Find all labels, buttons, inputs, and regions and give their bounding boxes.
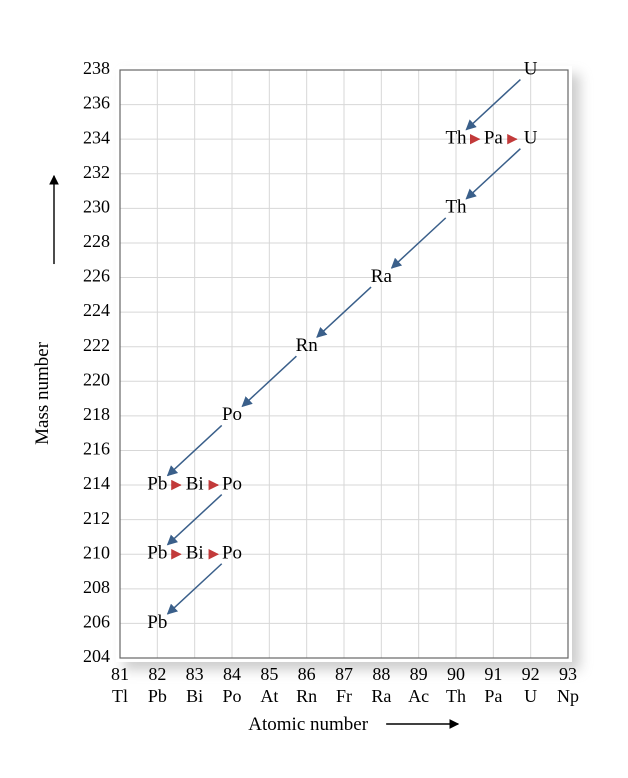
x-tick-num: 90 [447,664,465,684]
x-tick-num: 89 [410,664,428,684]
decay-series-chart: 204 206 208 210 212 214 216 218 220 222 224 226 228 2… [0,0,628,778]
x-tick-num: 92 [522,664,540,684]
y-tick-label: 220 [83,369,110,389]
y-tick-label: 214 [83,473,110,493]
x-tick-elem: Fr [336,686,352,706]
x-tick-elem: Bi [186,686,203,706]
x-tick-elem: Po [222,686,241,706]
y-tick-label: 210 [83,542,110,562]
nuclide-Ra226: Ra [371,266,393,287]
y-tick-label: 226 [83,266,110,286]
nuclide-Po210: Po [222,543,242,564]
x-tick-num: 85 [260,664,278,684]
x-tick-num: 83 [186,664,204,684]
nuclide-Pb210: Pb [147,543,167,564]
x-tick-num: 86 [298,664,316,684]
y-axis-label: Mass number [32,341,53,445]
x-tick-elem: Pb [148,686,167,706]
x-tick-num: 93 [559,664,577,684]
y-tick-label: 212 [83,508,110,528]
y-tick-label: 230 [83,196,110,216]
x-tick-elem: Pa [484,686,502,706]
x-tick-elem: Th [446,686,466,706]
nuclide-Pb214: Pb [147,473,167,494]
x-tick-elem: U [524,686,537,706]
nuclide-Rn222: Rn [296,335,319,356]
y-tick-label: 204 [83,646,110,666]
nuclide-Bi210: Bi [186,543,204,564]
y-tick-label: 224 [83,300,110,320]
y-tick-label: 236 [83,93,110,113]
nuclide-Po218: Po [222,404,242,425]
nuclide-Pb206: Pb [147,612,167,633]
nuclide-Po214: Po [222,473,242,494]
y-tick-label: 222 [83,335,110,355]
x-tick-num: 91 [484,664,502,684]
y-tick-label: 234 [83,127,110,147]
x-tick-num: 81 [111,664,129,684]
y-tick-label: 232 [83,162,110,182]
y-tick-label: 206 [83,612,110,632]
y-tick-label: 218 [83,404,110,424]
x-tick-num: 84 [223,664,241,684]
nuclide-Bi214: Bi [186,473,204,494]
y-tick-label: 228 [83,231,110,251]
x-tick-elem: Ra [371,686,391,706]
y-tick-label: 208 [83,577,110,597]
nuclide-Th234: Th [445,128,467,149]
y-tick-label: 216 [83,439,110,459]
x-tick-num: 87 [335,664,353,684]
x-tick-num: 88 [372,664,390,684]
x-axis-label: Atomic number [248,714,368,735]
x-tick-elem: Ac [408,686,429,706]
nuclide-U234: U [524,128,538,149]
nuclide-Th230: Th [445,197,467,218]
nuclide-U238: U [524,58,538,79]
x-tick-elem: At [260,686,278,706]
x-tick-num: 82 [148,664,166,684]
x-tick-elem: Tl [112,686,128,706]
y-tick-label: 238 [83,58,110,78]
x-tick-elem: Np [557,686,579,706]
x-ticks: 81Tl 82Pb 83Bi 84Po 85At 86Rn 87Fr 88Ra 89Ac 90Th… [111,664,579,706]
x-tick-elem: Rn [296,686,317,706]
y-ticks: 204 206 208 210 212 214 216 218 220 222 224 226 228 2… [83,58,110,666]
nuclide-Pa234: Pa [484,128,504,149]
